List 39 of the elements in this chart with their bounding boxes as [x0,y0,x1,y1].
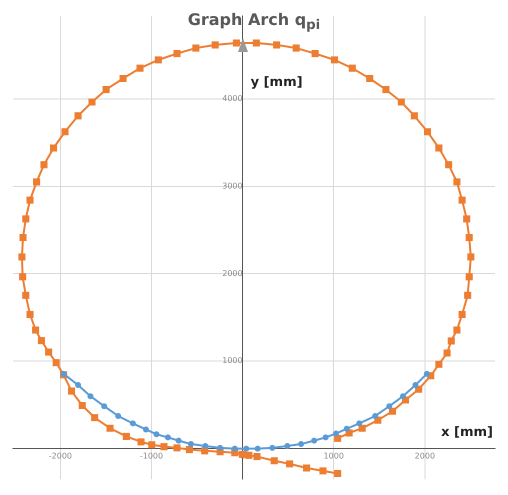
x-tick-label: 2000 [414,451,436,460]
y-tick-label: 4000 [222,94,243,103]
chart-title: Graph Arch q$_{pi}$ [186,10,322,34]
point [372,412,378,419]
point [254,446,261,452]
y-axis-title: y [mm] [250,74,303,90]
point [311,438,318,444]
point [269,444,276,451]
point [153,431,160,438]
point [322,434,329,440]
point [217,444,224,451]
x-tick-label: -1000 [140,451,164,460]
point [333,430,340,437]
point [386,403,392,410]
x-tick-label: -2000 [48,451,72,460]
point [130,420,136,426]
y-tick-label: 2000 [222,268,243,278]
point [243,446,250,452]
point [284,442,290,449]
point [356,420,362,426]
y-tick-label: 1000 [222,356,243,366]
x-axis-title: x [mm] [441,424,493,440]
point [232,446,238,452]
point [412,382,418,388]
x-tick-label: 1000 [324,451,344,460]
point [115,412,122,419]
point [298,441,304,448]
point [424,370,430,377]
y-tick-label: 3000 [222,181,243,190]
point [344,426,350,432]
point [176,438,182,444]
point [75,382,82,388]
point [164,434,171,440]
point [202,442,208,449]
point [188,441,194,448]
point [142,426,149,432]
point [400,393,406,400]
point [87,393,94,400]
point [101,403,108,410]
